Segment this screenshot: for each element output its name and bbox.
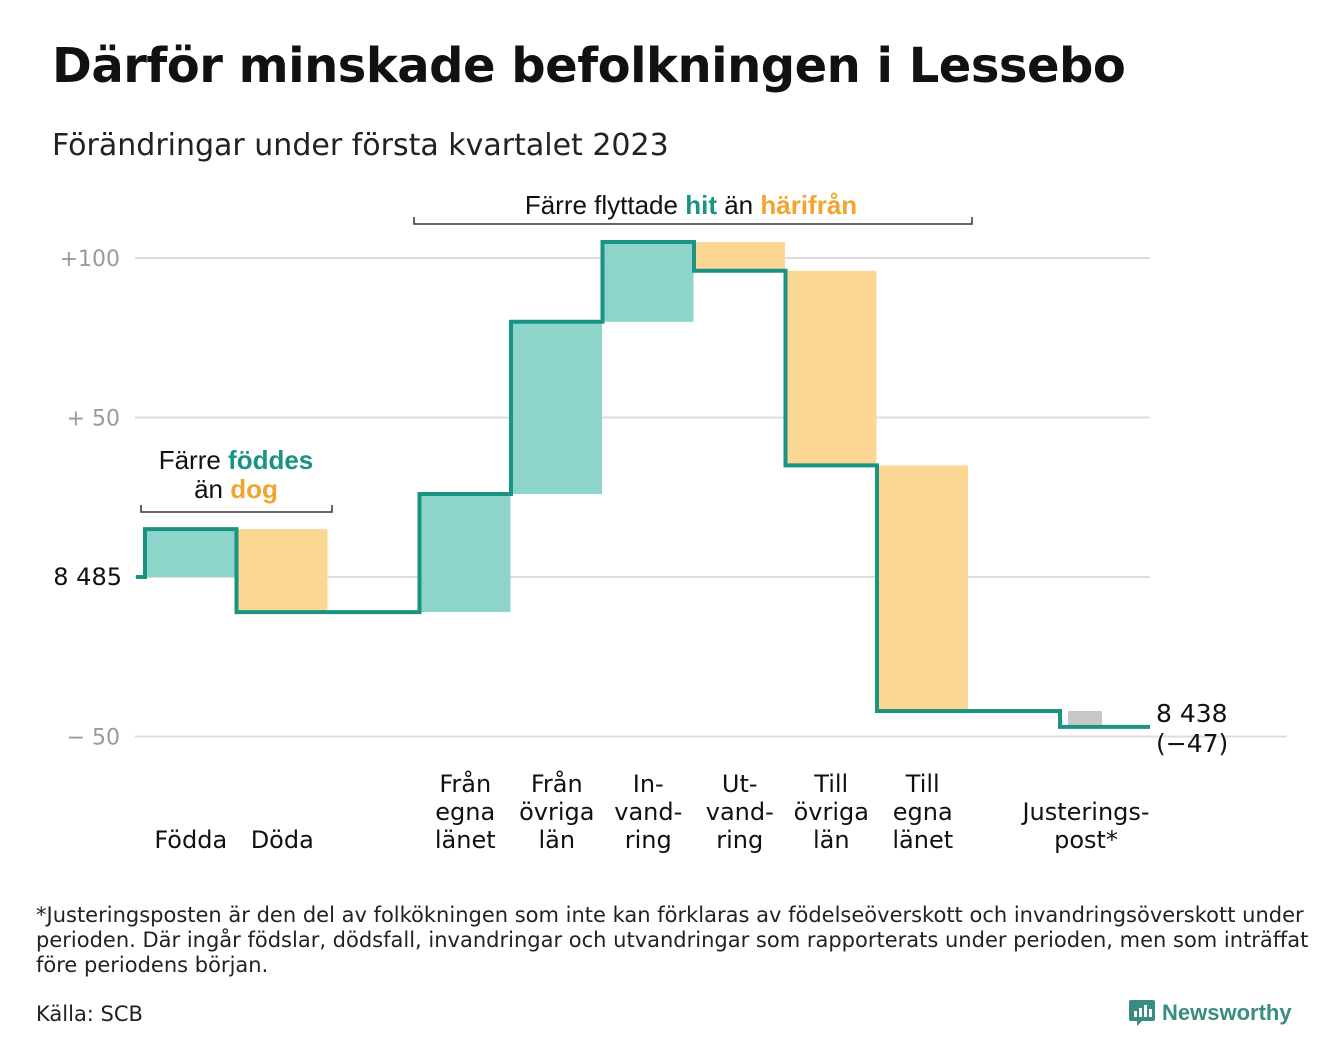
y-tick-label: +100 [60,247,120,272]
annotation-part: Färre [159,445,228,475]
category-label: Döda [251,826,314,854]
brand-name: Newsworthy [1162,1000,1292,1025]
annotation-part: än [717,190,760,220]
category-label: egna [893,798,953,826]
category-label: länet [435,826,496,854]
category-label: Till [813,770,848,798]
source-note: Källa: SCB [36,1002,143,1026]
annotation-births-deaths-line2: än dog [194,474,278,504]
bar-increase [145,529,236,577]
category-label: post* [1054,826,1118,854]
start-value-label: 8 485 [53,563,122,591]
footnote: *Justeringsposten är den del av folkökni… [36,903,1309,977]
category-label: vand- [706,798,774,826]
category-label: In- [633,770,664,798]
bar-increase [602,242,694,322]
annotation-part: dog [230,474,278,504]
category-label: ring [625,826,672,854]
category-label: län [813,826,850,854]
annotation-migration: Färre flyttade hit än härifrån [525,190,857,220]
category-label: länet [892,826,953,854]
chart-subtitle: Förändringar under första kvartalet 2023 [52,128,669,163]
newsworthy-logo-icon [1129,1000,1155,1026]
category-label: vand- [614,798,682,826]
bar-decrease [236,529,328,613]
category-label: Födda [154,826,227,854]
end-value-label: 8 438 [1156,699,1228,728]
category-label: egna [435,798,495,826]
bar-adjustment [1068,710,1102,727]
end-change-label: (−47) [1156,729,1228,758]
annotation-births-deaths-line1: Färre föddes [159,445,314,475]
annotation-bracket [413,217,973,225]
bar-increase [511,321,602,495]
bar-decrease [694,242,785,271]
bar-increase [419,494,511,613]
annotation-bracket [140,505,333,513]
bar-decrease [785,270,877,466]
category-label: övriga [519,798,594,826]
cumulative-step-line [136,240,1150,729]
category-label: ring [716,826,763,854]
annotation-part: än [194,474,230,504]
category-label: Från [531,769,583,798]
annotation-part: härifrån [760,190,857,220]
category-label: Ut- [722,770,758,798]
category-label: Justerings- [1020,798,1149,826]
bar-decrease [877,465,968,711]
category-label: Från [439,769,491,798]
annotation-part: Färre flyttade [525,190,685,220]
category-label: Till [905,770,940,798]
annotation-part: hit [685,190,717,220]
y-tick-label: − 50 [67,726,120,751]
category-label: län [538,826,575,854]
category-label: övriga [794,798,869,826]
brand-logo: Newsworthy [1128,996,1292,1030]
annotation-part: föddes [228,445,313,475]
chart-title: Därför minskade befolkningen i Lessebo [52,38,1126,94]
y-tick-label: + 50 [67,407,120,432]
